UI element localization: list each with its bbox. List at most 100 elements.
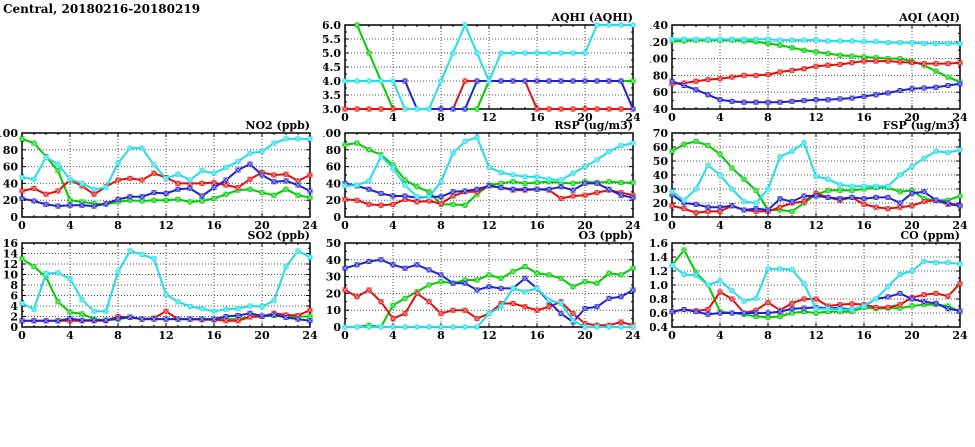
x-tick-label: 12 bbox=[808, 111, 823, 124]
y-tick-label: 2 bbox=[10, 311, 18, 324]
y-tick-label: 40 bbox=[326, 254, 342, 267]
y-tick-label: 0.8 bbox=[650, 293, 668, 306]
x-tick-labels: 0 4 8 12 16 20 24 bbox=[668, 329, 968, 342]
x-tick-label: 8 bbox=[764, 329, 772, 342]
x-tick-label: 24 bbox=[952, 329, 968, 342]
series-cyan-marker-highlights bbox=[19, 136, 313, 192]
chart-title: NO2 (ppb) bbox=[245, 119, 310, 132]
x-tick-label: 16 bbox=[856, 219, 872, 232]
x-tick-label: 16 bbox=[856, 329, 872, 342]
y-tick-label: 0 bbox=[10, 211, 18, 224]
y-tick-label: 1.6 bbox=[650, 237, 668, 250]
x-tick-label: 4 bbox=[389, 219, 397, 232]
series-blue-marker-highlights bbox=[669, 78, 963, 105]
y-tick-label: 80 bbox=[653, 69, 669, 82]
y-tick-label: 0 bbox=[333, 321, 341, 334]
y-tick-label: 60 bbox=[3, 161, 19, 174]
x-tick-label: 16 bbox=[206, 219, 222, 232]
series-cyan-marker-highlights bbox=[342, 286, 636, 330]
series-red-markers bbox=[669, 58, 963, 87]
x-tick-label: 4 bbox=[716, 219, 724, 232]
chart-title: CO (ppm) bbox=[900, 229, 960, 242]
y-tick-label: 40 bbox=[653, 169, 669, 182]
series-cyan-markers bbox=[19, 136, 313, 192]
x-tick-label: 12 bbox=[808, 219, 823, 232]
x-tick-label: 0 bbox=[341, 111, 349, 124]
y-tick-label: 8 bbox=[10, 279, 18, 292]
series-cyan-line bbox=[21, 249, 311, 313]
y-tick-label: 6.0 bbox=[323, 19, 341, 32]
plot-frame bbox=[671, 24, 961, 110]
x-tick-label: 0 bbox=[668, 219, 676, 232]
x-tick-label: 0 bbox=[18, 219, 26, 232]
x-tick-label: 24 bbox=[302, 329, 318, 342]
y-tick-label: 0 bbox=[10, 321, 18, 334]
x-tick-label: 24 bbox=[625, 111, 641, 124]
series-blue-markers bbox=[669, 290, 963, 317]
y-tick-label: 1.2 bbox=[650, 265, 668, 278]
y-tick-label: 1.0 bbox=[650, 279, 668, 292]
x-tick-label: 24 bbox=[625, 219, 641, 232]
plot-frame bbox=[344, 132, 634, 218]
y-tick-label: 40 bbox=[653, 103, 669, 116]
chart-title: AQHI (AQHI) bbox=[550, 11, 633, 24]
x-tick-labels: 0 4 8 12 16 20 24 bbox=[341, 329, 641, 342]
x-tick-label: 24 bbox=[952, 219, 968, 232]
y-tick-label: 30 bbox=[653, 183, 669, 196]
series-cyan-marker-highlights bbox=[19, 248, 313, 314]
y-tick-label: 120 bbox=[650, 36, 668, 49]
x-tick-label: 16 bbox=[529, 111, 545, 124]
plot-frame bbox=[344, 24, 634, 110]
x-tick-label: 24 bbox=[302, 219, 318, 232]
y-tick-label: 20 bbox=[3, 194, 19, 207]
x-tick-label: 20 bbox=[904, 219, 920, 232]
x-tick-label: 20 bbox=[904, 329, 920, 342]
series-blue-marker-highlights bbox=[19, 310, 313, 324]
y-tick-label: 3.0 bbox=[323, 103, 341, 116]
y-tick-label: 20 bbox=[326, 194, 342, 207]
chart-title: O3 (ppb) bbox=[578, 229, 633, 242]
x-tick-label: 0 bbox=[668, 329, 676, 342]
series-cyan-marker-highlights bbox=[669, 140, 963, 206]
y-tick-labels: 0 10 20 30 40 50 bbox=[326, 237, 342, 334]
y-tick-label: 10 bbox=[653, 211, 669, 224]
x-tick-label: 8 bbox=[437, 329, 445, 342]
x-tick-label: 16 bbox=[529, 329, 545, 342]
x-tick-labels: 0 4 8 12 16 20 24 bbox=[341, 111, 641, 124]
y-tick-label: 60 bbox=[653, 86, 669, 99]
x-tick-label: 8 bbox=[437, 111, 445, 124]
chart-rsp: 0 20 40 60 80 100 0 4 8 12 16 20 24 RSP (ug/m3) bbox=[323, 119, 641, 232]
y-tick-label: 80 bbox=[3, 144, 19, 157]
y-tick-labels: 0 20 40 60 80 100 bbox=[323, 127, 341, 224]
chart-aqi: 40 60 80 100 120 140 0 4 8 12 16 20 24 AQI (AQI) bbox=[650, 11, 968, 124]
y-tick-label: 70 bbox=[653, 127, 669, 140]
y-tick-label: 6 bbox=[10, 290, 18, 303]
x-tick-label: 4 bbox=[66, 219, 74, 232]
x-tick-labels: 0 4 8 12 16 20 24 bbox=[18, 219, 318, 232]
x-tick-label: 4 bbox=[389, 329, 397, 342]
y-tick-label: 30 bbox=[326, 271, 342, 284]
series-blue-marker-highlights bbox=[19, 161, 313, 209]
series-blue-marker-highlights bbox=[669, 189, 963, 213]
chart-title: AQI (AQI) bbox=[898, 11, 960, 24]
x-tick-labels: 0 4 8 12 16 20 24 bbox=[668, 219, 968, 232]
page-title: Central, 20180216-20180219 bbox=[3, 2, 201, 16]
series-green-markers bbox=[342, 264, 636, 330]
x-tick-label: 24 bbox=[952, 111, 968, 124]
y-tick-label: 100 bbox=[650, 53, 668, 66]
series-cyan-marker-highlights bbox=[342, 134, 636, 200]
y-tick-label: 20 bbox=[326, 287, 342, 300]
y-tick-label: 40 bbox=[3, 177, 19, 190]
y-tick-label: 3.5 bbox=[323, 89, 341, 102]
series-green-markers bbox=[342, 140, 636, 208]
y-tick-label: 0 bbox=[333, 211, 341, 224]
series-blue-markers bbox=[669, 189, 963, 213]
y-tick-label: 5.0 bbox=[323, 47, 341, 60]
y-tick-label: 4 bbox=[10, 300, 18, 313]
y-tick-label: 60 bbox=[653, 141, 669, 154]
y-tick-label: 140 bbox=[650, 19, 668, 32]
